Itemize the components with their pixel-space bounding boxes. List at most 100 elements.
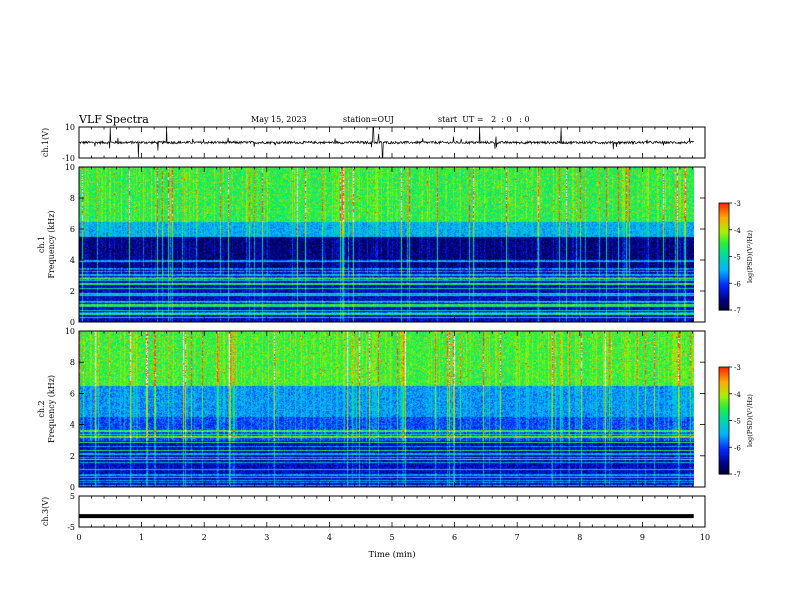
colorbar-segment <box>719 461 729 464</box>
colorbar-segment <box>719 472 729 475</box>
ch1-colorbar: -3 -4 -5 -6 -7 log(PSD)(V²/Hz) <box>718 200 754 315</box>
colorbar-segment <box>719 368 729 372</box>
colorbar-label: log(PSD)(V²/Hz) <box>746 230 754 283</box>
colorbar-segment <box>719 249 729 252</box>
x-tick-label: 0 <box>76 533 81 542</box>
colorbar-segment <box>719 224 729 227</box>
ch2-spectrogram-y-tick-label: 10 <box>65 327 75 336</box>
colorbar-segment <box>719 222 729 225</box>
x-tick-label: 7 <box>515 533 520 542</box>
colorbar-segment <box>719 276 729 279</box>
colorbar-segment <box>719 220 729 224</box>
colorbar-segment <box>719 238 729 242</box>
colorbar-segment <box>719 443 729 447</box>
colorbar-tick-label: -3 <box>734 364 741 372</box>
ch1-waveform-y-axis-label: ch.1(V) <box>41 128 50 157</box>
colorbar-segment <box>719 374 729 377</box>
colorbar-segment <box>719 390 729 393</box>
colorbar-segment <box>719 395 729 398</box>
colorbar-segment <box>719 210 729 213</box>
ch2-spectrogram-image <box>79 331 694 487</box>
ch1-waveform-y-tick-label: -10 <box>62 154 75 163</box>
ch3-waveform-y-tick-label: -5 <box>67 523 75 532</box>
colorbar-segment <box>719 420 729 423</box>
colorbar-segment <box>719 418 729 422</box>
date-label: May 15, 2023 <box>251 115 307 124</box>
colorbar-segment <box>719 400 729 404</box>
x-tick-label: 9 <box>640 533 645 542</box>
colorbar-segment <box>719 466 729 470</box>
colorbar-segment <box>719 447 729 450</box>
colorbar-segment <box>719 286 729 290</box>
colorbar-segment <box>719 301 729 304</box>
colorbar-segment <box>719 272 729 275</box>
colorbar-segment <box>719 367 729 370</box>
colorbar-segment <box>719 270 729 274</box>
colorbar-segment <box>719 256 729 259</box>
colorbar-segment <box>719 244 729 247</box>
colorbar-segment <box>719 441 729 445</box>
ch2-spectrogram-y-tick-label: 2 <box>70 452 75 461</box>
colorbar-segment <box>719 265 729 268</box>
colorbar-segment <box>719 393 729 397</box>
colorbar-segment <box>719 277 729 281</box>
ch2-spectrogram-y-tick-label: 8 <box>70 358 75 367</box>
colorbar-segment <box>719 288 729 291</box>
ch1-waveform-trace <box>78 127 694 158</box>
ch1-spectrogram-y-tick-label: 8 <box>70 194 75 203</box>
colorbar-segment <box>719 240 729 243</box>
colorbar-segment <box>719 217 729 220</box>
ch3-waveform-panel: 5 -5 ch.3(V) <box>41 492 706 532</box>
colorbar-segment <box>719 370 729 373</box>
colorbar-segment <box>719 302 729 306</box>
ch1-waveform-y-tick-label: 10 <box>65 123 75 132</box>
colorbar-segment <box>719 231 729 234</box>
colorbar-segment <box>719 449 729 452</box>
colorbar-segment <box>719 415 729 418</box>
colorbar-segment <box>719 397 729 400</box>
colorbar-segment <box>719 399 729 402</box>
colorbar-segment <box>719 290 729 293</box>
colorbar-segment <box>719 263 729 267</box>
colorbar-segment <box>719 422 729 425</box>
x-tick-label: 6 <box>452 533 457 542</box>
colorbar-segment <box>719 457 729 461</box>
colorbar-label: log(PSD)(V²/Hz) <box>746 394 754 447</box>
colorbar-segment <box>719 242 729 245</box>
start-ut-label: start UT = 2 : 0 : 0 <box>438 115 530 124</box>
ch2-spectrogram-panel: 0 2 4 6 8 10 ch.2Frequency (kHz) <box>37 327 706 492</box>
colorbar-segment <box>719 425 729 429</box>
colorbar-segment <box>719 235 729 238</box>
ch1-spectrogram-y-axis-label: ch.1Frequency (kHz) <box>37 210 56 278</box>
colorbar-segment <box>719 372 729 375</box>
ch2-spectrogram-y-tick-label: 0 <box>70 483 75 492</box>
x-tick-label: 3 <box>264 533 269 542</box>
colorbar-segment <box>719 268 729 272</box>
colorbar-tick-label: -7 <box>734 307 741 315</box>
colorbar-segment <box>719 226 729 229</box>
colorbar-segment <box>719 404 729 407</box>
ch1-waveform-panel: 10 -10 ch.1(V) <box>41 123 706 163</box>
colorbar-tick-label: -5 <box>734 254 741 262</box>
colorbar-segment <box>719 409 729 413</box>
colorbar-tick-label: -3 <box>734 200 741 208</box>
colorbar-segment <box>719 431 729 434</box>
ch3-waveform-y-tick-label: 5 <box>70 492 75 501</box>
colorbar-segment <box>719 454 729 457</box>
colorbar-segment <box>719 285 729 288</box>
colorbar-segment <box>719 283 729 286</box>
colorbar-segment <box>719 411 729 414</box>
ch1-spectrogram-image <box>79 167 694 322</box>
x-tick-label: 10 <box>700 533 710 542</box>
colorbar-segment <box>719 293 729 297</box>
colorbar-segment <box>719 260 729 263</box>
colorbar-segment <box>719 292 729 295</box>
colorbar-segment <box>719 281 729 284</box>
colorbar-segment <box>719 424 729 427</box>
colorbar-segment <box>719 432 729 436</box>
colorbar-segment <box>719 375 729 379</box>
ch1-spectrogram-y-tick-label: 2 <box>70 287 75 296</box>
colorbar-segment <box>719 465 729 468</box>
x-tick-label: 8 <box>577 533 582 542</box>
colorbar-segment <box>719 434 729 438</box>
